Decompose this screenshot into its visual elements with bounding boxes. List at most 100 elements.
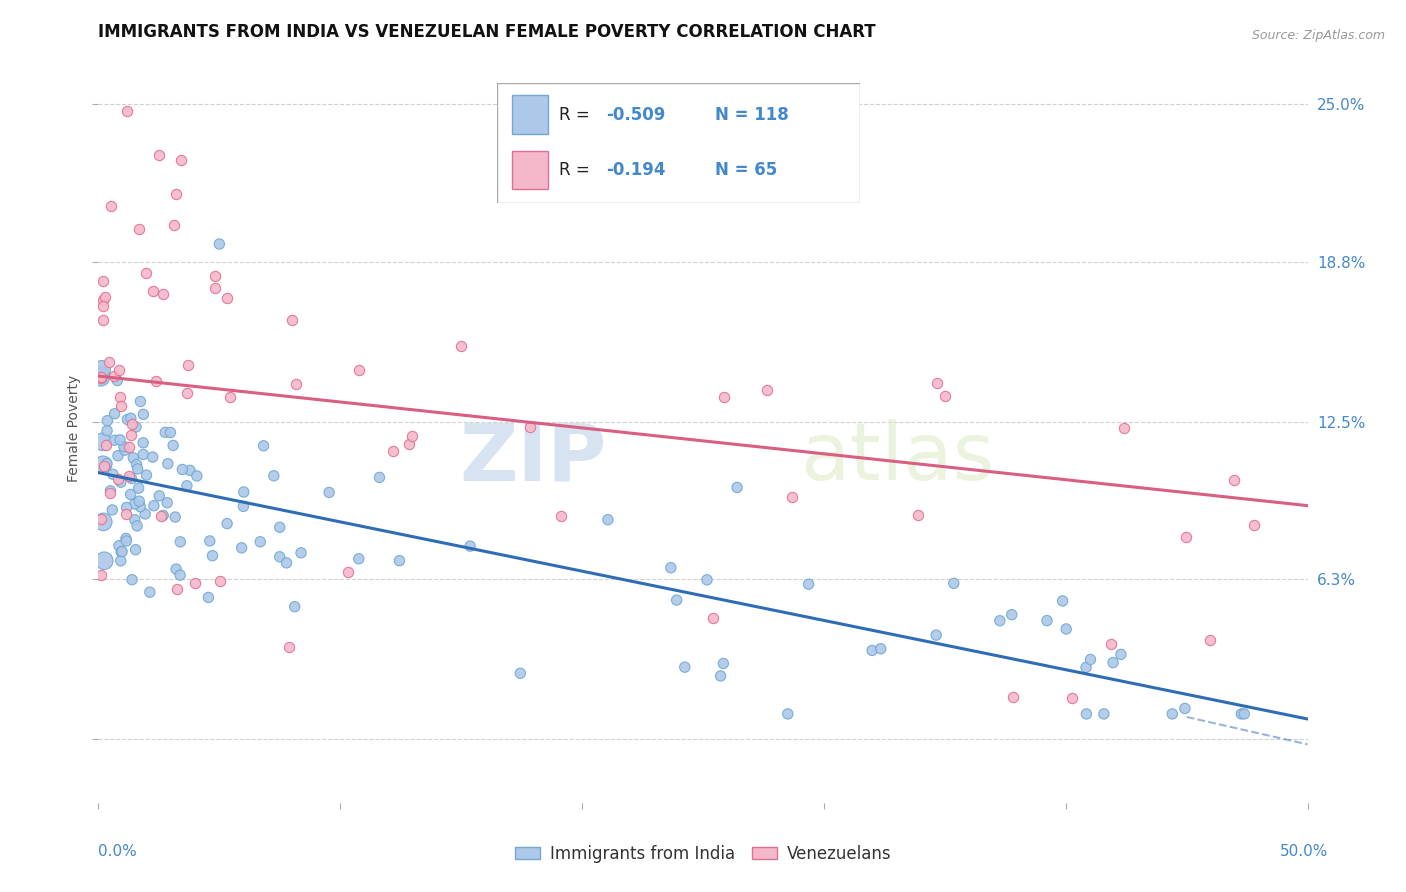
Point <box>1174 530 1197 544</box>
Point <box>232 500 254 514</box>
Point <box>1054 622 1077 636</box>
Point <box>91 515 114 529</box>
Text: IMMIGRANTS FROM INDIA VS VENEZUELAN FEMALE POVERTY CORRELATION CHART: IMMIGRANTS FROM INDIA VS VENEZUELAN FEMA… <box>98 23 876 41</box>
Point <box>165 186 187 201</box>
Point <box>925 628 948 642</box>
Point <box>105 374 128 388</box>
Point <box>110 399 132 413</box>
Point <box>276 556 298 570</box>
Point <box>142 450 165 464</box>
Point <box>150 508 173 523</box>
Point <box>118 440 141 454</box>
Point <box>121 573 143 587</box>
Point <box>107 449 129 463</box>
Point <box>169 534 191 549</box>
Point <box>90 370 112 384</box>
Point <box>96 457 118 471</box>
Point <box>115 507 138 521</box>
Point <box>170 153 193 168</box>
Point <box>290 546 312 560</box>
Point <box>93 458 115 473</box>
Point <box>142 499 165 513</box>
Point <box>91 274 114 288</box>
Point <box>108 391 131 405</box>
Point <box>94 438 117 452</box>
Point <box>347 551 370 566</box>
Point <box>1062 691 1084 706</box>
Point <box>115 532 138 546</box>
Point <box>1102 656 1125 670</box>
Point <box>129 500 152 514</box>
Point <box>134 507 156 521</box>
Point <box>163 219 186 233</box>
Point <box>96 424 118 438</box>
Point <box>127 462 149 476</box>
Point <box>108 362 131 376</box>
Point <box>156 457 179 471</box>
Point <box>111 544 134 558</box>
Point <box>124 542 146 557</box>
Point <box>103 368 125 383</box>
Point <box>172 462 194 476</box>
Point <box>165 510 187 524</box>
Point <box>132 447 155 461</box>
Point <box>509 666 531 681</box>
Point <box>91 434 114 449</box>
Point <box>91 293 114 307</box>
Point <box>115 500 138 515</box>
Point <box>135 266 157 280</box>
Point <box>90 512 112 526</box>
Point <box>96 414 118 428</box>
Point <box>120 487 142 501</box>
Point <box>1109 648 1132 662</box>
Point <box>550 508 572 523</box>
Text: atlas: atlas <box>800 419 994 497</box>
Point <box>117 412 139 426</box>
Point <box>152 287 174 301</box>
Point <box>711 657 734 671</box>
Point <box>382 443 405 458</box>
Point <box>97 355 120 369</box>
Point <box>121 472 143 486</box>
Point <box>197 591 219 605</box>
Point <box>869 641 891 656</box>
Point <box>269 549 291 564</box>
Point <box>1233 706 1256 721</box>
Point <box>166 582 188 597</box>
Y-axis label: Female Poverty: Female Poverty <box>67 375 82 482</box>
Point <box>114 443 136 458</box>
Point <box>927 376 949 391</box>
Point <box>152 508 174 523</box>
Point <box>1080 652 1102 666</box>
Point <box>132 435 155 450</box>
Point <box>124 497 146 511</box>
Point <box>169 568 191 582</box>
Point <box>208 237 231 252</box>
Point <box>128 222 150 236</box>
Point <box>263 468 285 483</box>
Point <box>281 313 304 327</box>
Point <box>232 485 254 500</box>
Point <box>907 508 929 523</box>
Point <box>159 425 181 440</box>
Point <box>121 417 143 431</box>
Point <box>108 433 131 447</box>
Point <box>122 450 145 465</box>
Point <box>401 429 423 443</box>
Point <box>148 489 170 503</box>
Point <box>90 362 112 376</box>
Point <box>1243 517 1265 532</box>
Point <box>1036 614 1059 628</box>
Point <box>124 513 146 527</box>
Point <box>177 358 200 372</box>
Point <box>90 370 112 384</box>
Point <box>117 103 139 118</box>
Text: ZIP: ZIP <box>458 419 606 497</box>
Point <box>277 640 299 654</box>
Point <box>176 385 198 400</box>
Point <box>90 370 112 384</box>
Point <box>155 425 177 440</box>
Point <box>696 573 718 587</box>
Point <box>120 411 142 425</box>
Point <box>100 483 122 498</box>
